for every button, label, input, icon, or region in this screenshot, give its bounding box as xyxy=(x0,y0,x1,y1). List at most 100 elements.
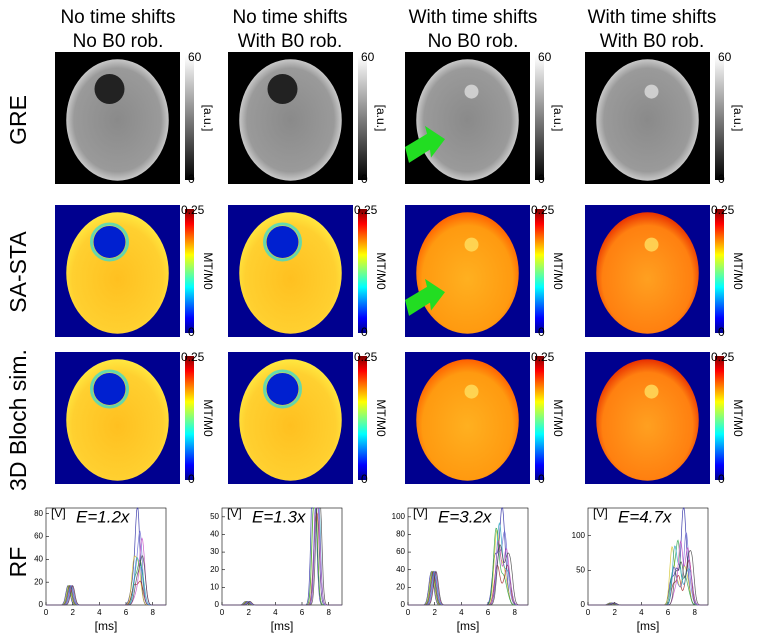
colorbar-max: 0.25 xyxy=(181,203,205,217)
colorbar-unit: [a.u.] xyxy=(551,105,565,132)
column-subtitle: With B0 rob. xyxy=(238,31,343,52)
y-unit: [V] xyxy=(227,506,242,520)
colorbar-max: 0.25 xyxy=(711,350,735,364)
column-title: No time shifts xyxy=(60,7,175,28)
x-tick-label: 6 xyxy=(124,608,129,617)
head-slice xyxy=(596,359,699,481)
lesion-spot xyxy=(266,225,299,258)
center-spot xyxy=(644,84,659,99)
colorbar-max: 0.25 xyxy=(531,350,555,364)
colorbar-unit: MT/M0 xyxy=(551,399,565,437)
image-panel xyxy=(405,205,530,337)
colorbar-unit: MT/M0 xyxy=(201,252,215,290)
colorbar xyxy=(535,209,544,333)
colorbar-unit: MT/M0 xyxy=(374,399,388,437)
x-axis-label: [ms] xyxy=(95,619,118,633)
image-panel xyxy=(228,52,353,184)
image-panel xyxy=(405,352,530,484)
colorbar-unit: [a.u.] xyxy=(731,105,745,132)
rf-waveform xyxy=(222,507,342,606)
colorbar-min: 0 xyxy=(188,325,195,339)
lesion-spot xyxy=(267,73,298,104)
y-tick-label: 60 xyxy=(396,547,405,556)
colorbar xyxy=(535,356,544,480)
colorbar-max: 60 xyxy=(361,50,375,64)
lesion-spot xyxy=(93,225,126,258)
colorbar-min: 0 xyxy=(538,472,545,486)
head-slice xyxy=(416,359,519,481)
green-arrow xyxy=(405,278,445,316)
y-tick-label: 40 xyxy=(396,565,405,574)
y-tick-label: 30 xyxy=(210,547,219,556)
y-unit: [V] xyxy=(593,506,608,520)
lesion-spot xyxy=(266,372,299,405)
x-axis-label: [ms] xyxy=(271,619,294,633)
colorbar-min: 0 xyxy=(188,472,195,486)
x-tick-label: 8 xyxy=(692,608,697,617)
x-tick-label: 8 xyxy=(150,608,155,617)
x-tick-label: 6 xyxy=(486,608,491,617)
colorbar xyxy=(185,56,194,180)
image-panel xyxy=(585,52,710,184)
y-tick-label: 10 xyxy=(210,582,219,591)
column-subtitle: No B0 rob. xyxy=(73,31,164,52)
colorbar-min: 0 xyxy=(361,172,368,186)
y-unit: [V] xyxy=(413,506,428,520)
colorbar-min: 0 xyxy=(538,172,545,186)
rf-waveform xyxy=(408,540,528,606)
center-spot xyxy=(644,237,659,252)
row-label: SA-STA xyxy=(5,231,31,313)
column-title: With time shifts xyxy=(588,7,717,28)
image-panel xyxy=(55,205,180,337)
x-tick-label: 8 xyxy=(326,608,331,617)
x-tick-label: 6 xyxy=(666,608,671,617)
head-slice xyxy=(239,59,342,181)
rf-waveform xyxy=(46,555,166,606)
x-tick-label: 8 xyxy=(512,608,517,617)
colorbar xyxy=(185,209,194,333)
image-panel xyxy=(585,352,710,484)
y-tick-label: 100 xyxy=(392,512,406,521)
colorbar-unit: MT/M0 xyxy=(731,252,745,290)
colorbar xyxy=(358,209,367,333)
x-tick-label: 0 xyxy=(220,608,225,617)
colorbar-unit: [a.u.] xyxy=(201,105,215,132)
rf-waveform xyxy=(46,537,166,606)
rf-waveform xyxy=(408,527,528,606)
colorbar-min: 0 xyxy=(361,325,368,339)
x-tick-label: 6 xyxy=(300,608,305,617)
colorbar-max: 0.25 xyxy=(711,203,735,217)
rf-waveform xyxy=(588,559,708,606)
head-slice xyxy=(596,212,699,334)
energy-label: E=1.3x xyxy=(252,507,306,526)
rf-waveform xyxy=(46,530,166,606)
y-tick-label: 20 xyxy=(34,577,43,586)
green-arrow xyxy=(405,125,445,163)
row-label: GRE xyxy=(5,95,31,145)
energy-label: E=4.7x xyxy=(618,507,672,526)
head-slice xyxy=(416,212,519,334)
row-label: RF xyxy=(5,547,31,578)
x-tick-label: 2 xyxy=(70,608,75,617)
colorbar-unit: MT/M0 xyxy=(201,399,215,437)
image-panel xyxy=(55,352,180,484)
y-tick-label: 80 xyxy=(396,530,405,539)
x-axis-label: [ms] xyxy=(637,619,660,633)
colorbar-max: 0.25 xyxy=(531,203,555,217)
rf-waveform xyxy=(408,543,528,606)
colorbar-unit: [a.u.] xyxy=(374,105,388,132)
colorbar-max: 0.25 xyxy=(354,203,378,217)
x-tick-label: 0 xyxy=(44,608,49,617)
energy-label: E=1.2x xyxy=(76,507,130,526)
y-unit: [V] xyxy=(51,506,66,520)
colorbar-max: 60 xyxy=(188,50,202,64)
colorbar xyxy=(185,356,194,480)
colorbar xyxy=(715,356,724,480)
colorbar-min: 0 xyxy=(188,172,195,186)
column-subtitle: No B0 rob. xyxy=(428,31,519,52)
image-panel xyxy=(228,205,353,337)
lesion-rim xyxy=(263,369,302,409)
colorbar-unit: MT/M0 xyxy=(731,399,745,437)
energy-label: E=3.2x xyxy=(438,507,492,526)
